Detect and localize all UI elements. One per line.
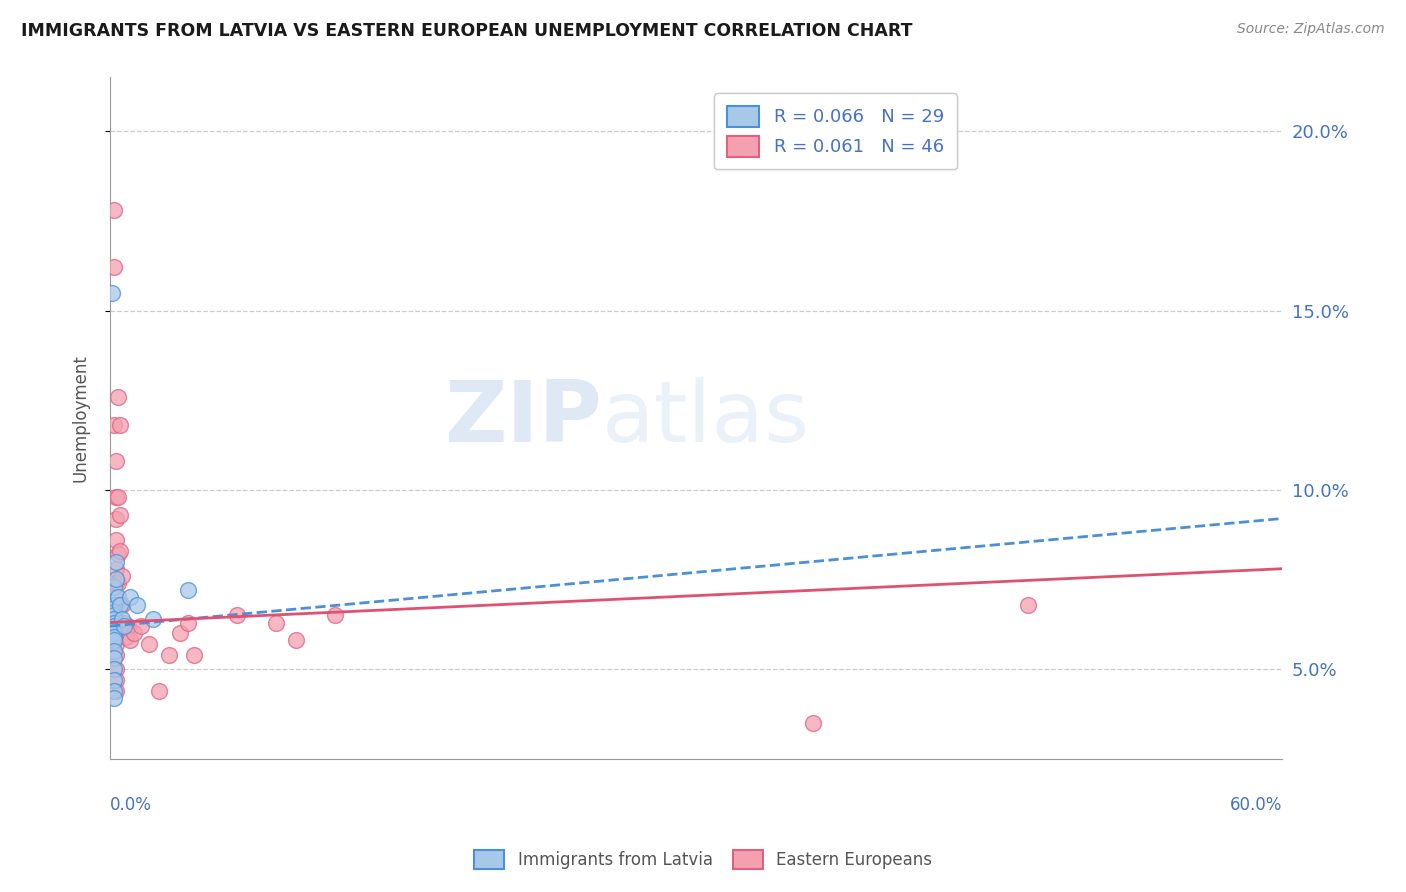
Point <box>104 673 127 687</box>
Point <box>103 630 125 644</box>
Point <box>801 715 824 730</box>
Point <box>104 648 127 662</box>
Point <box>111 612 134 626</box>
Point <box>103 683 125 698</box>
Point <box>103 623 125 637</box>
Point <box>103 608 125 623</box>
Point <box>118 591 141 605</box>
Point <box>177 583 200 598</box>
Point <box>111 598 134 612</box>
Point <box>1017 598 1039 612</box>
Point <box>122 626 145 640</box>
Point <box>108 598 131 612</box>
Point <box>103 203 125 218</box>
Point <box>108 543 131 558</box>
Point <box>104 576 127 591</box>
Point <box>323 608 346 623</box>
Point <box>104 490 127 504</box>
Point <box>284 633 307 648</box>
Point <box>104 662 127 676</box>
Text: Source: ZipAtlas.com: Source: ZipAtlas.com <box>1237 22 1385 37</box>
Point <box>103 619 125 633</box>
Point <box>107 390 129 404</box>
Point <box>104 573 127 587</box>
Point <box>103 612 125 626</box>
Point <box>104 562 127 576</box>
Text: IMMIGRANTS FROM LATVIA VS EASTERN EUROPEAN UNEMPLOYMENT CORRELATION CHART: IMMIGRANTS FROM LATVIA VS EASTERN EUROPE… <box>21 22 912 40</box>
Point <box>226 608 249 623</box>
Point <box>107 548 129 562</box>
Point <box>138 637 160 651</box>
Point <box>103 260 125 275</box>
Point <box>111 569 134 583</box>
Text: ZIP: ZIP <box>444 376 602 459</box>
Point <box>101 285 124 300</box>
Point <box>264 615 287 630</box>
Point <box>104 591 127 605</box>
Point <box>177 615 200 630</box>
Point <box>183 648 205 662</box>
Point <box>127 598 149 612</box>
Point <box>104 612 127 626</box>
Point <box>103 626 125 640</box>
Point <box>104 626 127 640</box>
Point <box>107 576 129 591</box>
Point <box>148 683 170 698</box>
Text: 60.0%: 60.0% <box>1230 797 1282 814</box>
Point <box>112 619 135 633</box>
Point <box>103 418 125 433</box>
Point <box>169 626 191 640</box>
Point <box>104 555 127 569</box>
Point <box>104 619 127 633</box>
Point <box>114 630 136 644</box>
Point <box>107 591 129 605</box>
Point <box>104 683 127 698</box>
Point <box>103 605 125 619</box>
Legend: R = 0.066   N = 29, R = 0.061   N = 46: R = 0.066 N = 29, R = 0.061 N = 46 <box>714 94 956 169</box>
Point <box>117 619 139 633</box>
Point <box>112 615 135 630</box>
Point <box>103 580 125 594</box>
Text: atlas: atlas <box>602 376 810 459</box>
Point <box>108 418 131 433</box>
Point <box>103 601 125 615</box>
Point <box>104 511 127 525</box>
Point <box>103 633 125 648</box>
Y-axis label: Unemployment: Unemployment <box>72 354 89 482</box>
Legend: Immigrants from Latvia, Eastern Europeans: Immigrants from Latvia, Eastern European… <box>464 840 942 880</box>
Point <box>118 633 141 648</box>
Point <box>131 619 153 633</box>
Point <box>103 651 125 665</box>
Point <box>142 612 165 626</box>
Point <box>103 644 125 658</box>
Point <box>104 454 127 468</box>
Point <box>104 533 127 547</box>
Text: 0.0%: 0.0% <box>110 797 152 814</box>
Point <box>103 673 125 687</box>
Point <box>103 615 125 630</box>
Point <box>104 637 127 651</box>
Point <box>103 662 125 676</box>
Point <box>108 508 131 522</box>
Point <box>103 598 125 612</box>
Point <box>104 598 127 612</box>
Point <box>103 690 125 705</box>
Point <box>107 490 129 504</box>
Point <box>157 648 180 662</box>
